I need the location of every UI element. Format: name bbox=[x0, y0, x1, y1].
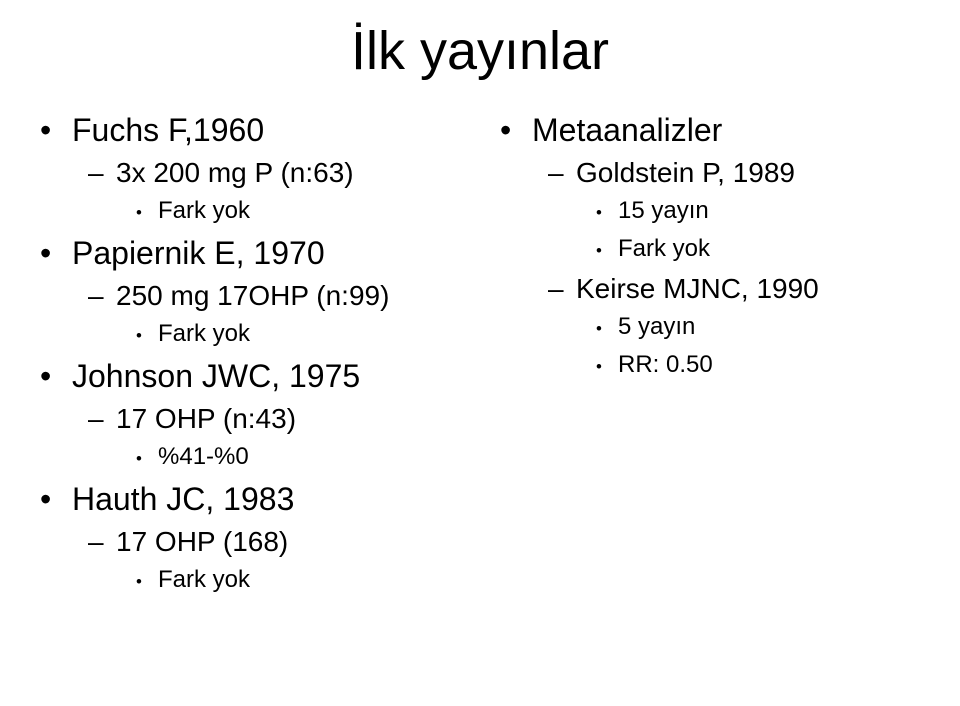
dash-icon: – bbox=[88, 403, 116, 435]
bullet-icon: • bbox=[136, 449, 158, 469]
columns-container: • Fuchs F,1960 – 3x 200 mg P (n:63) • Fa… bbox=[40, 112, 920, 604]
item-label: 17 OHP (n:43) bbox=[116, 403, 296, 435]
bullet-icon: • bbox=[40, 481, 72, 518]
item-label: Fark yok bbox=[618, 235, 710, 263]
item-label: Fark yok bbox=[158, 197, 250, 225]
item-label: Johnson JWC, 1975 bbox=[72, 358, 360, 395]
item-label: Metaanalizler bbox=[532, 112, 722, 149]
list-item: – Keirse MJNC, 1990 bbox=[548, 273, 940, 305]
list-item: • Fark yok bbox=[136, 566, 480, 594]
item-label: 5 yayın bbox=[618, 313, 695, 341]
item-label: Fark yok bbox=[158, 320, 250, 348]
list-item: – 250 mg 17OHP (n:99) bbox=[88, 280, 480, 312]
bullet-icon: • bbox=[40, 235, 72, 272]
list-item: • Fark yok bbox=[136, 320, 480, 348]
item-label: Papiernik E, 1970 bbox=[72, 235, 325, 272]
dash-icon: – bbox=[88, 157, 116, 189]
bullet-icon: • bbox=[500, 112, 532, 149]
list-item: • Fark yok bbox=[136, 197, 480, 225]
list-item: – 17 OHP (168) bbox=[88, 526, 480, 558]
list-item: – 3x 200 mg P (n:63) bbox=[88, 157, 480, 189]
item-label: Keirse MJNC, 1990 bbox=[576, 273, 819, 305]
bullet-icon: • bbox=[596, 319, 618, 339]
item-label: Fuchs F,1960 bbox=[72, 112, 264, 149]
item-label: Fark yok bbox=[158, 566, 250, 594]
item-label: Hauth JC, 1983 bbox=[72, 481, 294, 518]
dash-icon: – bbox=[88, 526, 116, 558]
list-item: • Hauth JC, 1983 bbox=[40, 481, 480, 518]
list-item: • RR: 0.50 bbox=[596, 351, 940, 379]
list-item: • 15 yayın bbox=[596, 197, 940, 225]
left-column: • Fuchs F,1960 – 3x 200 mg P (n:63) • Fa… bbox=[40, 112, 480, 604]
bullet-icon: • bbox=[136, 326, 158, 346]
item-label: Goldstein P, 1989 bbox=[576, 157, 795, 189]
list-item: – Goldstein P, 1989 bbox=[548, 157, 940, 189]
bullet-icon: • bbox=[596, 357, 618, 377]
right-column: • Metaanalizler – Goldstein P, 1989 • 15… bbox=[500, 112, 940, 604]
bullet-icon: • bbox=[596, 203, 618, 223]
item-label: %41-%0 bbox=[158, 443, 249, 471]
list-item: • Fark yok bbox=[596, 235, 940, 263]
item-label: RR: 0.50 bbox=[618, 351, 713, 379]
list-item: • Fuchs F,1960 bbox=[40, 112, 480, 149]
list-item: • Johnson JWC, 1975 bbox=[40, 358, 480, 395]
bullet-icon: • bbox=[40, 112, 72, 149]
slide-title: İlk yayınlar bbox=[40, 20, 920, 82]
item-label: 15 yayın bbox=[618, 197, 709, 225]
list-item: • Papiernik E, 1970 bbox=[40, 235, 480, 272]
bullet-icon: • bbox=[136, 572, 158, 592]
bullet-icon: • bbox=[596, 241, 618, 261]
list-item: – 17 OHP (n:43) bbox=[88, 403, 480, 435]
dash-icon: – bbox=[88, 280, 116, 312]
dash-icon: – bbox=[548, 273, 576, 305]
bullet-icon: • bbox=[136, 203, 158, 223]
item-label: 3x 200 mg P (n:63) bbox=[116, 157, 354, 189]
dash-icon: – bbox=[548, 157, 576, 189]
list-item: • 5 yayın bbox=[596, 313, 940, 341]
item-label: 250 mg 17OHP (n:99) bbox=[116, 280, 389, 312]
item-label: 17 OHP (168) bbox=[116, 526, 288, 558]
list-item: • %41-%0 bbox=[136, 443, 480, 471]
list-item: • Metaanalizler bbox=[500, 112, 940, 149]
bullet-icon: • bbox=[40, 358, 72, 395]
